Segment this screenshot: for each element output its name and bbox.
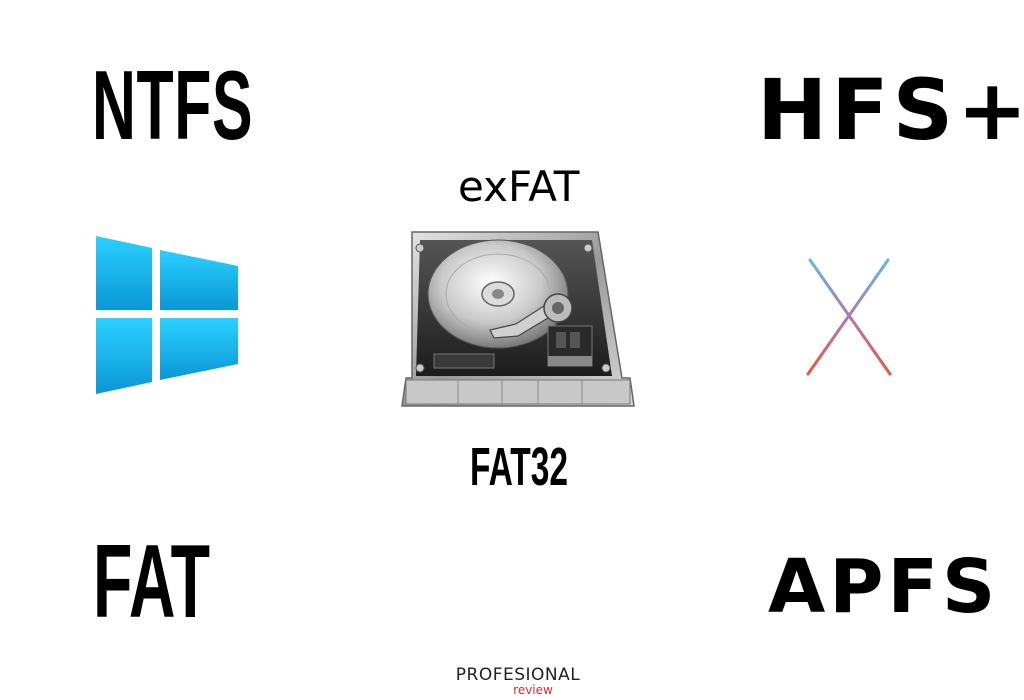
brand-logo: PROFESIONAL review: [448, 666, 588, 698]
brand-subtitle: review: [513, 683, 553, 697]
mac-os-x-logo-icon: [806, 258, 892, 376]
ntfs-label: NTFS: [92, 50, 254, 160]
windows-logo-icon: [96, 236, 238, 394]
hfs-plus-label: HFS+: [757, 61, 1024, 159]
brand-name: PROFESIONAL: [455, 665, 581, 685]
exfat-label: exFAT: [458, 162, 580, 211]
hard-drive-icon: [401, 231, 635, 407]
fat-label: FAT: [93, 524, 210, 640]
fat32-label: FAT32: [470, 437, 568, 497]
apfs-label: APFS: [768, 544, 1000, 630]
